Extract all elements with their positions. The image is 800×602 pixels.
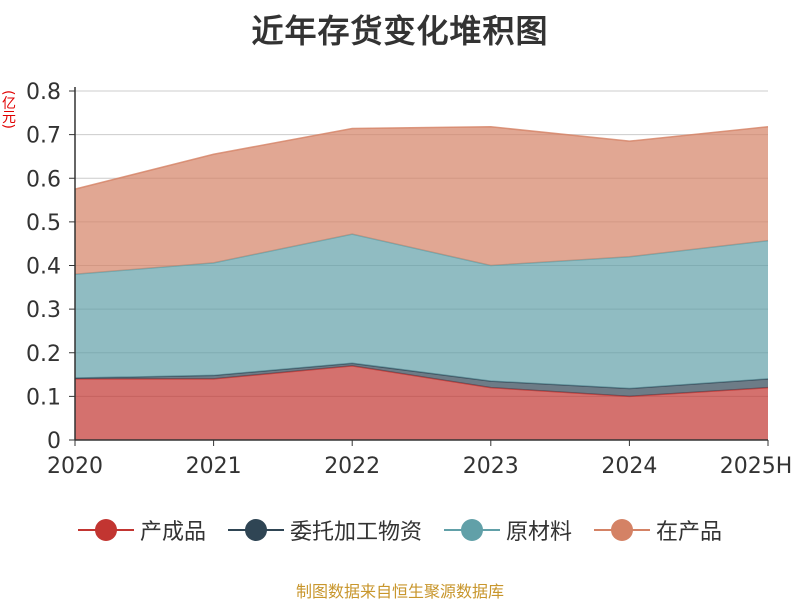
x-tick-label: 2022 [324, 454, 380, 479]
legend-item[interactable]: 原材料 [444, 514, 572, 546]
y-tick-label: 0.3 [26, 298, 61, 323]
source-note: 制图数据来自恒生聚源数据库 [295, 582, 504, 601]
x-tick-label: 2024 [601, 454, 657, 479]
y-tick-label: 0.1 [26, 385, 61, 410]
legend: 产成品 委托加工物资 原材料 在产品 [0, 514, 800, 546]
y-tick-label: 0.7 [26, 124, 61, 149]
y-tick-label: 0 [47, 429, 61, 454]
y-axis-unit-label: (亿元) [0, 90, 16, 129]
x-tick-label: 2021 [186, 454, 242, 479]
x-tick-label: 2023 [463, 454, 519, 479]
x-tick-label: 2020 [47, 454, 103, 479]
area-series [74, 126, 769, 440]
y-tick-label: 0.5 [26, 211, 61, 236]
area-series-2 [75, 234, 768, 389]
y-tick-label: 0.8 [26, 80, 61, 105]
legend-label: 产成品 [139, 520, 206, 545]
legend-marker-icon [77, 518, 134, 542]
legend-marker-icon [227, 518, 284, 542]
legend-label: 在产品 [656, 520, 723, 545]
y-tick-label: 0.4 [26, 255, 61, 280]
legend-item[interactable]: 在产品 [594, 514, 722, 546]
legend-marker-icon [594, 518, 651, 542]
area-series-0 [75, 365, 768, 440]
legend-item[interactable]: 委托加工物资 [227, 514, 422, 546]
x-tick-labels: 2020 2021 2022 2023 2024 2025H [47, 454, 792, 479]
y-tick-label: 0.2 [26, 342, 61, 367]
axes [69, 87, 769, 446]
legend-marker-icon [444, 518, 500, 542]
x-tick-label: 2025H [720, 454, 793, 479]
area-series-3 [75, 126, 768, 275]
area-series-edge-3 [74, 126, 769, 190]
area-series-1 [75, 363, 768, 397]
chart-title: 近年存货变化堆积图 [251, 12, 549, 50]
legend-label: 委托加工物资 [289, 520, 422, 545]
y-tick-label: 0.6 [26, 167, 61, 192]
legend-label: 原材料 [506, 520, 573, 545]
y-tick-labels: 0 0.1 0.2 0.3 0.4 0.5 0.6 0.7 0.8 [26, 80, 61, 454]
legend-item[interactable]: 产成品 [77, 514, 206, 546]
